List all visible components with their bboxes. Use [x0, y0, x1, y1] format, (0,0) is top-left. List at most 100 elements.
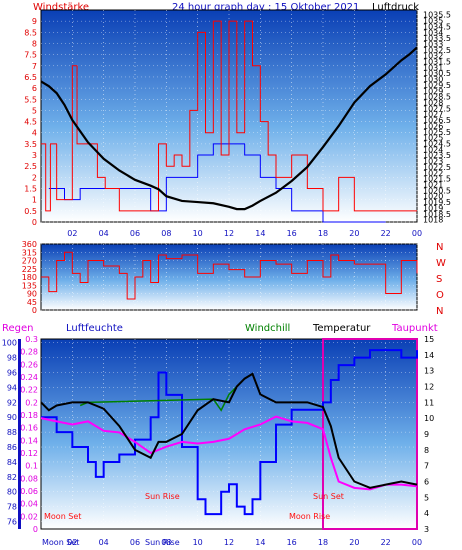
y-tick-label-temperature: 10 — [424, 414, 434, 423]
x-tick-label: 18 — [318, 229, 328, 238]
y-tick-label-rain: 0 — [33, 525, 38, 534]
temperature-label: Temperatur — [312, 323, 371, 334]
y-tick-label-pressure: 1026 — [423, 122, 443, 131]
y-tick-label-direction: 135 — [22, 281, 37, 290]
x-tick-label: 02 — [67, 229, 77, 238]
y-tick-label-pressure: 1022 — [423, 169, 443, 178]
y-tick-label-rain: 0.14 — [20, 436, 38, 445]
y-tick-label-pressure: 1021.5 — [423, 175, 451, 184]
y-tick-label-rain: 0.06 — [20, 487, 38, 496]
windchill-label: Windchill — [245, 323, 290, 334]
y-tick-label-temperature: 11 — [424, 398, 434, 407]
y-tick-label-direction: 315 — [22, 248, 37, 257]
y-tick-label-pressure: 1032.5 — [423, 46, 451, 55]
y-tick-label-pressure: 1034.5 — [423, 22, 451, 31]
y-tick-label-rain: 0.22 — [20, 386, 38, 395]
y-tick-label-pressure: 1029 — [423, 87, 443, 96]
y-tick-label-rain: 0.26 — [20, 360, 38, 369]
y-tick-label-wind: 0.5 — [24, 207, 37, 216]
y-tick-label-wind: 4.5 — [24, 118, 37, 127]
y-tick-label-pressure: 1028 — [423, 99, 443, 108]
series-gust-line — [48, 143, 386, 223]
moonset-label: Moon Set — [44, 512, 81, 521]
y-tick-label-rain: 0.02 — [20, 512, 38, 521]
y-tick-label-pressure: 1020.5 — [423, 186, 451, 195]
panel-humidity-temperature — [40, 338, 418, 530]
y-tick-label-temperature: 12 — [424, 383, 434, 392]
y-tick-label-pressure: 1024 — [423, 145, 443, 154]
x-tick-label: 22 — [381, 229, 391, 238]
x-tick-label: 06 — [130, 229, 140, 238]
y-tick-label-pressure: 1023.5 — [423, 151, 451, 160]
y-tick-label-humidity: 94 — [7, 383, 17, 392]
y-tick-label-pressure: 1033 — [423, 40, 443, 49]
x-tick-label: 16 — [287, 538, 297, 547]
y-tick-label-pressure: 1035.5 — [423, 11, 451, 20]
x-tick-label: 06 — [130, 538, 140, 547]
y-tick-label-pressure: 1031 — [423, 63, 443, 72]
x-tick-label: 20 — [349, 538, 359, 547]
series-humidity-line — [41, 349, 418, 516]
y-tick-label-pressure: 1027.5 — [423, 104, 451, 113]
moonrise-label: Moon Rise — [289, 512, 330, 521]
y-tick-label-direction: 225 — [22, 265, 37, 274]
y-tick-label-humidity: 96 — [7, 369, 17, 378]
x-tick-label: 00 — [412, 538, 422, 547]
x-tick-label: 18 — [318, 538, 328, 547]
y-tick-label-rain: 0.08 — [20, 474, 38, 483]
y-tick-label-humidity: 100 — [2, 339, 17, 348]
y-tick-label-temperature: 14 — [424, 351, 434, 360]
y-tick-label-wind: 2.5 — [24, 162, 37, 171]
y-tick-label-direction: 270 — [22, 257, 37, 266]
x-tick-label: 12 — [224, 538, 234, 547]
x-tick-label: 10 — [193, 538, 203, 547]
series-pressure-line — [40, 46, 418, 211]
x-tick-label: 04 — [99, 229, 109, 238]
y-tick-label-wind: 4 — [32, 129, 37, 138]
x-tick-label: 22 — [381, 538, 391, 547]
x-tick-label: 08 — [161, 229, 171, 238]
y-tick-label-temperature: 6 — [424, 478, 429, 487]
y-tick-label-temperature: 5 — [424, 493, 429, 502]
y-tick-label-pressure: 1020 — [423, 192, 443, 201]
y-tick-label-pressure: 1032 — [423, 52, 443, 61]
graph-title: 24 hour graph day : 15 Oktober 2021 — [172, 2, 359, 13]
x-tick-label: 20 — [349, 229, 359, 238]
y-tick-label-wind: 5.5 — [24, 95, 37, 104]
y-tick-label-humidity: 86 — [7, 443, 17, 452]
y-tick-label-wind: 5 — [32, 106, 37, 115]
y-tick-label-pressure: 1031.5 — [423, 58, 451, 67]
y-tick-label-pressure: 1026.5 — [423, 116, 451, 125]
y-tick-label-humidity: 90 — [7, 413, 17, 422]
y-tick-label-temperature: 9 — [424, 430, 429, 439]
y-tick-label-pressure: 1024.5 — [423, 140, 451, 149]
y-tick-label-pressure: 1033.5 — [423, 34, 451, 43]
x-tick-label: 16 — [287, 229, 297, 238]
y-tick-label-wind: 1.5 — [24, 185, 37, 194]
y-tick-label-pressure: 1034 — [423, 28, 443, 37]
y-tick-label-humidity: 92 — [7, 398, 17, 407]
series-dewpoint-line — [40, 415, 418, 491]
humidity-axis-bar — [18, 339, 21, 529]
y-tick-label-pressure: 1025 — [423, 134, 443, 143]
compass-w: W — [436, 258, 446, 269]
y-tick-label-wind: 3 — [32, 151, 37, 160]
y-tick-label-rain: 0.3 — [25, 335, 38, 344]
y-tick-label-wind: 8 — [32, 39, 37, 48]
y-tick-label-rain: 0.04 — [20, 500, 38, 509]
pressure-title: Luftdruck — [372, 2, 419, 13]
y-tick-label-temperature: 13 — [424, 367, 434, 376]
series-temperature-line — [40, 372, 418, 489]
x-tick-label: 02 — [67, 538, 77, 547]
y-tick-label-wind: 6 — [32, 84, 37, 93]
y-tick-label-wind: 0 — [32, 218, 37, 227]
y-tick-label-pressure: 1018.5 — [423, 210, 451, 219]
sunset-label: Sun Set — [313, 492, 344, 501]
y-tick-label-wind: 1 — [32, 196, 37, 205]
y-tick-label-direction: 360 — [22, 240, 37, 249]
y-tick-label-rain: 0.2 — [25, 398, 38, 407]
y-tick-label-humidity: 80 — [7, 488, 17, 497]
x-tick-label: 08 — [161, 538, 171, 547]
y-tick-label-temperature: 7 — [424, 462, 429, 471]
